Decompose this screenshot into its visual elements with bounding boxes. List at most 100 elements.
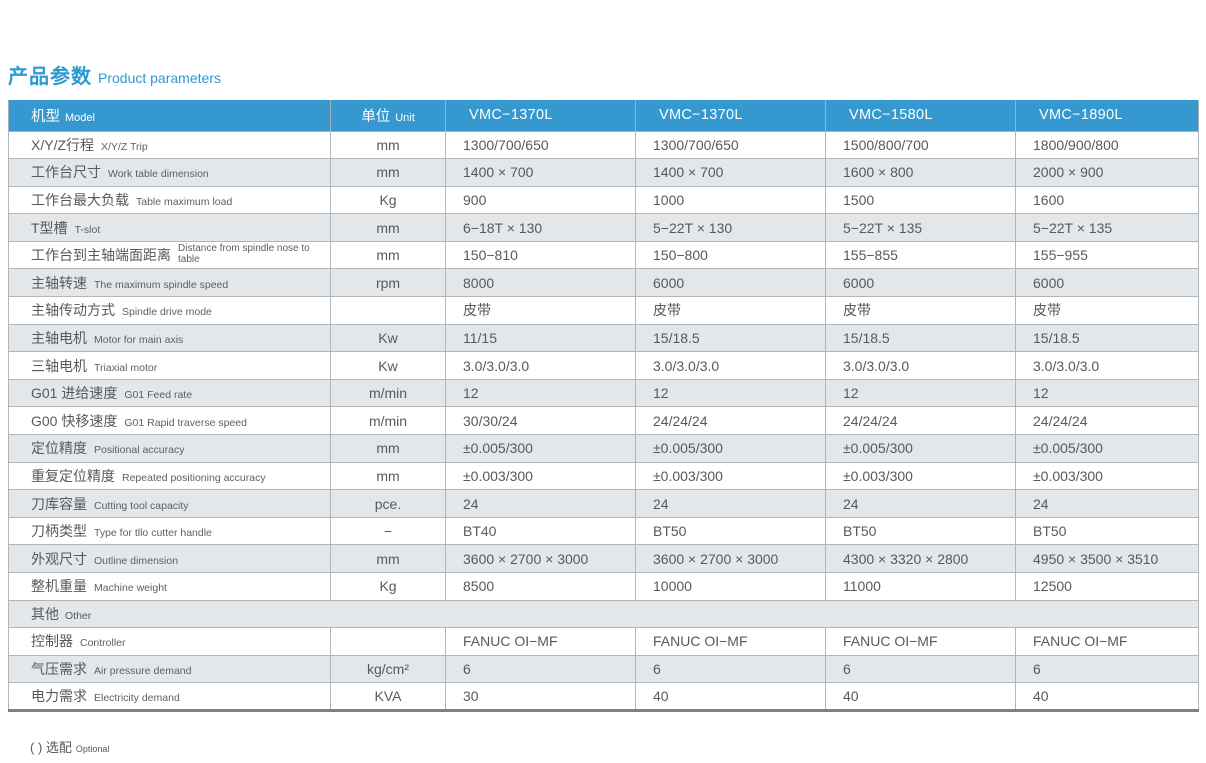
table-row: 气压需求 Air pressure demand kg/cm² 6 6 6 6 [8, 654, 1199, 684]
param-cell: 工作台最大负载 Table maximum load [8, 185, 331, 215]
value-cell: 30 [445, 682, 636, 711]
value-cell: 1400 × 700 [635, 158, 826, 187]
header-model-zh: 机型 [31, 108, 60, 125]
value-cell: 24 [825, 489, 1016, 518]
table-row: X/Y/Z行程 X/Y/Z Trip mm 1300/700/650 1300/700/… [8, 130, 1199, 160]
value-cell: 6000 [825, 268, 1016, 298]
value-cell: 6 [635, 654, 826, 684]
unit-cell: mm [330, 240, 446, 270]
value-cell: 1600 [1015, 185, 1199, 215]
value-cell: 12500 [1015, 572, 1199, 601]
param-label-en: G01 Rapid traverse speed [124, 416, 247, 429]
value-cell: 12 [825, 378, 1016, 408]
value-cell: 1300/700/650 [445, 130, 636, 160]
value-cell: 40 [825, 682, 1016, 711]
unit-cell [330, 627, 446, 656]
value-cell: FANUC OI−MF [1015, 627, 1199, 656]
value-cell: 6000 [1015, 268, 1199, 298]
table-row: 工作台最大负载 Table maximum load Kg 900 1000 1500 16… [8, 185, 1199, 215]
value-cell: 皮带 [1015, 296, 1199, 325]
value-cell: ±0.003/300 [825, 461, 1016, 491]
param-cell: 电力需求 Electricity demand [8, 682, 331, 711]
unit-cell: Kw [330, 323, 446, 353]
param-label-zh: G01 进给速度 [31, 385, 118, 402]
value-cell: 30/30/24 [445, 406, 636, 436]
unit-cell: KVA [330, 682, 446, 711]
param-label-en: Table maximum load [136, 195, 233, 208]
value-cell: 15/18.5 [635, 323, 826, 353]
value-cell: ±0.005/300 [635, 434, 826, 463]
value-cell: 8000 [445, 268, 636, 298]
param-label-zh: 工作台尺寸 [31, 164, 101, 181]
unit-cell: Kg [330, 572, 446, 601]
table-row: 刀库容量 Cutting tool capacity pce. 24 24 24 24 [8, 489, 1199, 518]
param-cell: G01 进给速度 G01 Feed rate [8, 378, 331, 408]
value-cell: 3.0/3.0/3.0 [445, 351, 636, 380]
value-cell: 155−955 [1015, 240, 1199, 270]
value-cell: 900 [445, 185, 636, 215]
footnote-en: Optional [75, 744, 110, 754]
value-cell: 6 [445, 654, 636, 684]
value-cell: 24/24/24 [635, 406, 826, 436]
header-unit-column: 单位 Unit [330, 100, 446, 132]
value-cell: 2000 × 900 [1015, 158, 1199, 187]
page-title: 产品参数 Product parameters [8, 60, 221, 89]
param-label-en: Repeated positioning accuracy [122, 471, 266, 484]
param-label-en: X/Y/Z Trip [101, 140, 148, 153]
value-cell: BT50 [1015, 516, 1199, 546]
value-cell: 11000 [825, 572, 1016, 601]
value-cell: 11/15 [445, 323, 636, 353]
section-label-zh: 其他 [31, 605, 59, 622]
param-label-zh: 主轴转速 [31, 274, 87, 291]
param-cell: X/Y/Z行程 X/Y/Z Trip [8, 130, 331, 160]
param-cell: T型槽 T-slot [8, 213, 331, 242]
param-label-en: Controller [80, 637, 126, 650]
param-label-zh: G00 快移速度 [31, 412, 118, 429]
value-cell: 5−22T × 135 [1015, 213, 1199, 242]
value-cell: ±0.003/300 [445, 461, 636, 491]
header-model-en: Model [65, 111, 95, 124]
param-label-zh: 气压需求 [31, 661, 87, 678]
value-cell: 4300 × 3320 × 2800 [825, 544, 1016, 573]
value-cell: 12 [635, 378, 826, 408]
value-cell: BT40 [445, 516, 636, 546]
value-cell: 6−18T × 130 [445, 213, 636, 242]
param-cell: 主轴传动方式 Spindle drive mode [8, 296, 331, 325]
param-label-en: Outline dimension [94, 554, 179, 567]
value-cell: 6000 [635, 268, 826, 298]
param-cell: 定位精度 Positional accuracy [8, 434, 331, 463]
product-parameters-table: 机型 Model 单位 Unit VMC−1370L VMC−1370L VMC−1… [8, 100, 1199, 712]
param-label-en: Spindle drive mode [122, 306, 212, 319]
unit-cell: rpm [330, 268, 446, 298]
table-row: G00 快移速度 G01 Rapid traverse speed m/min 30/… [8, 406, 1199, 436]
param-label-en: Cutting tool capacity [94, 499, 189, 512]
param-label-zh: 外观尺寸 [31, 550, 87, 567]
table-header: 机型 Model 单位 Unit VMC−1370L VMC−1370L VMC−1… [8, 100, 1199, 132]
param-label-zh: 刀柄类型 [31, 523, 87, 540]
value-cell: 6 [825, 654, 1016, 684]
table-row: 重复定位精度 Repeated positioning accuracy mm ±0.… [8, 461, 1199, 491]
value-cell: FANUC OI−MF [445, 627, 636, 656]
value-cell: BT50 [825, 516, 1016, 546]
unit-cell: m/min [330, 378, 446, 408]
section-row: 其他 Other [8, 599, 1199, 629]
param-label-zh: 主轴电机 [31, 329, 87, 346]
param-label-en: Electricity demand [94, 692, 180, 705]
param-label-en: Distance from spindle nose to table [178, 243, 310, 265]
unit-cell: Kg [330, 185, 446, 215]
value-cell: 40 [635, 682, 826, 711]
param-cell: 整机重量 Machine weight [8, 572, 331, 601]
param-cell: 控制器 Controller [8, 627, 331, 656]
value-cell: 皮带 [635, 296, 826, 325]
value-cell: 150−810 [445, 240, 636, 270]
param-label-zh: T型槽 [31, 219, 68, 236]
param-label-zh: 刀库容量 [31, 495, 87, 512]
value-cell: 15/18.5 [1015, 323, 1199, 353]
table-row: 主轴传动方式 Spindle drive mode 皮带 皮带 皮带 皮带 [8, 296, 1199, 325]
param-label-zh: 重复定位精度 [31, 467, 115, 484]
value-cell: 1800/900/800 [1015, 130, 1199, 160]
value-cell: 12 [1015, 378, 1199, 408]
value-cell: 1500/800/700 [825, 130, 1016, 160]
param-label-en: Work table dimension [108, 168, 209, 181]
table-row: 控制器 Controller FANUC OI−MF FANUC OI−MF FANUC… [8, 627, 1199, 656]
